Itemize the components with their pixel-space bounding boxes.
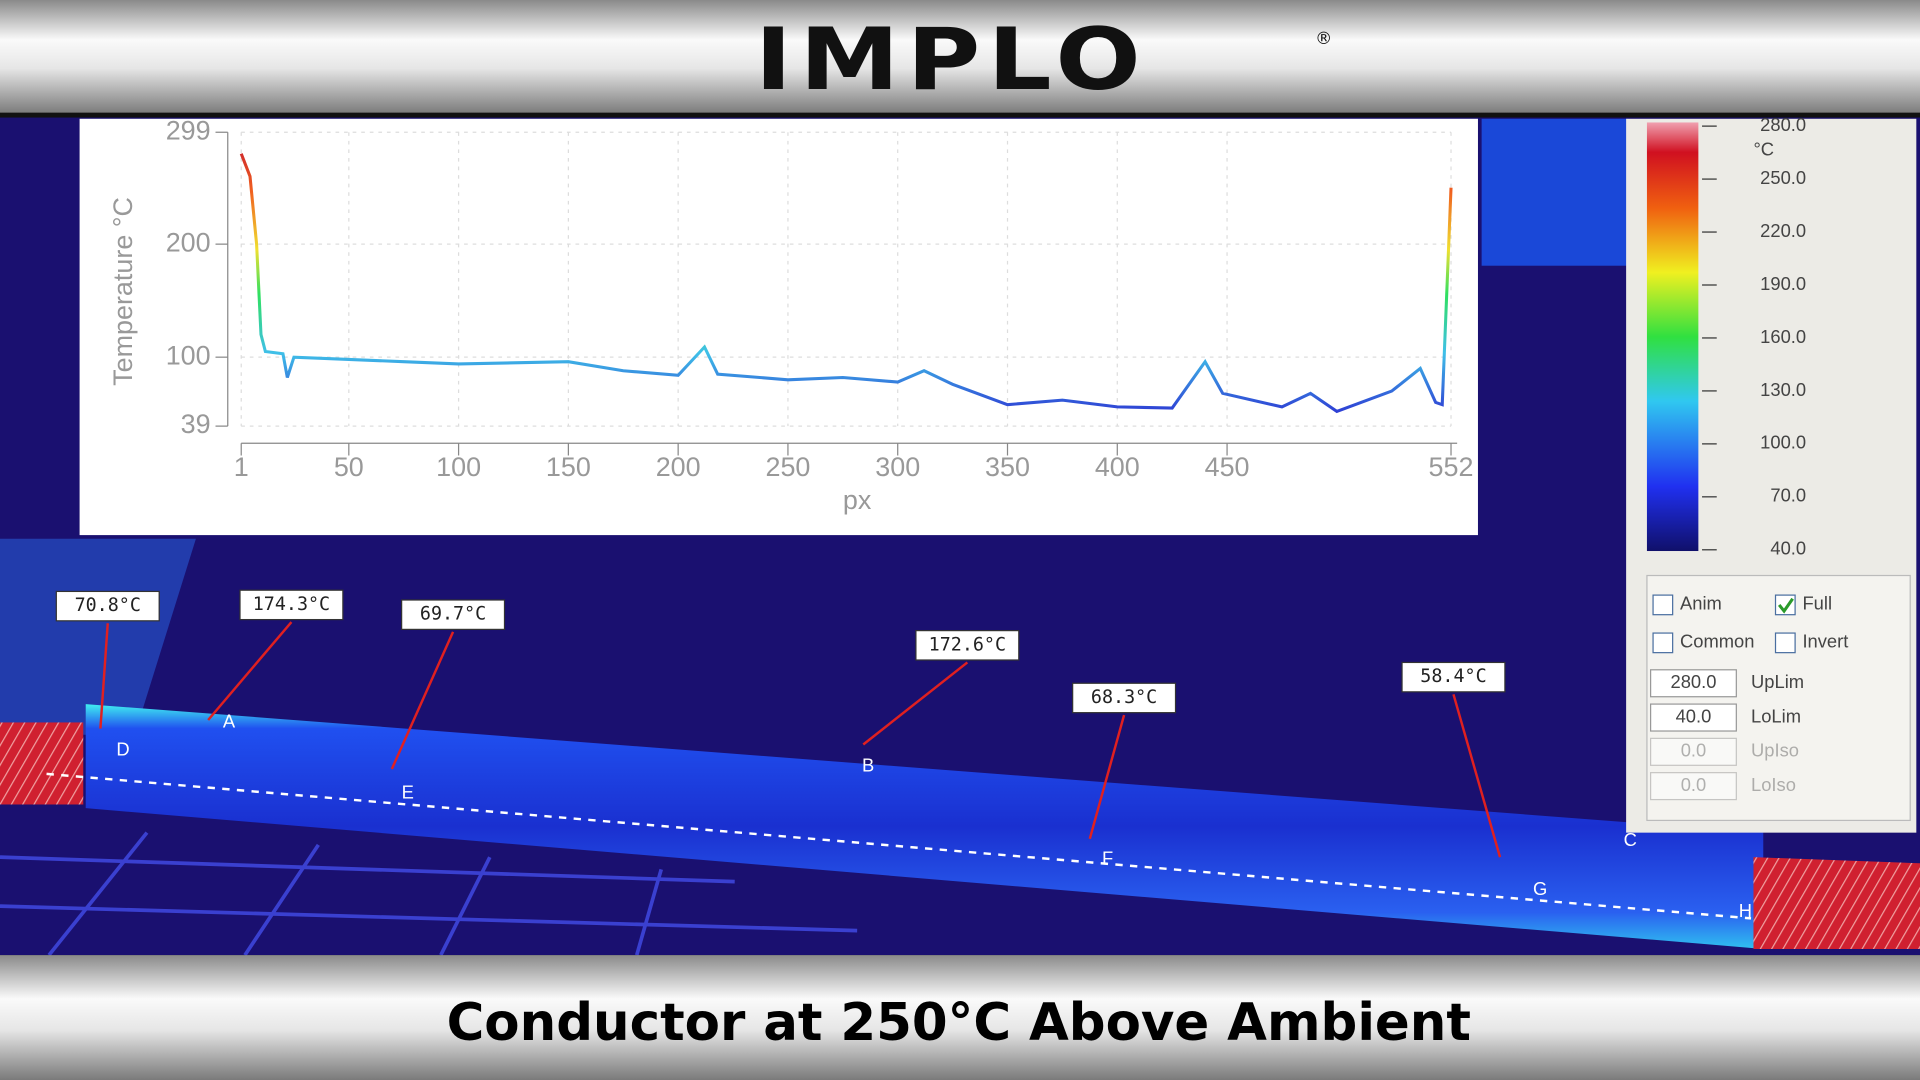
annotation-label: 68.3°C xyxy=(1091,687,1157,708)
checkbox-label: Anim xyxy=(1680,593,1722,614)
limit-field[interactable] xyxy=(1650,737,1737,766)
y-tick-label: 299 xyxy=(166,115,211,145)
point-label: C xyxy=(1624,829,1637,850)
checkbox-label: Invert xyxy=(1802,631,1848,652)
x-tick-label: 300 xyxy=(875,452,920,482)
checkbox[interactable] xyxy=(1652,594,1674,616)
glow xyxy=(0,538,196,735)
scale-label: 190.0 xyxy=(1760,273,1806,294)
x-tick-label: 552 xyxy=(1429,452,1474,482)
limit-value: 40.0 xyxy=(1676,705,1712,726)
x-tick-label: 50 xyxy=(334,452,364,482)
annotation-label: 58.4°C xyxy=(1420,666,1486,687)
scale-label: 280.0 xyxy=(1760,114,1806,135)
point-label: F xyxy=(1102,847,1113,868)
scale-controls: 280.0 250.0 220.0 190.0 160.0 130.0 100.0 70.0 4… xyxy=(1650,114,1848,801)
hot-region xyxy=(1481,118,1629,266)
x-tick-label: 400 xyxy=(1095,452,1140,482)
limit-label: UpIso xyxy=(1751,740,1799,761)
annotation-label: 69.7°C xyxy=(420,604,486,625)
y-tick-label: 200 xyxy=(166,227,211,257)
y-tick-label: 100 xyxy=(166,340,211,370)
scale-label: 220.0 xyxy=(1760,220,1806,241)
pointer-arrow xyxy=(1452,693,1502,858)
x-tick-label: 1 xyxy=(234,452,249,482)
pointer-arrow xyxy=(207,621,293,721)
divider xyxy=(0,112,1920,118)
checkmark xyxy=(1777,597,1794,614)
pointer-arrow xyxy=(862,661,969,746)
point-label: H xyxy=(1739,900,1752,921)
annotation-box xyxy=(1072,682,1177,714)
caption: Conductor at 250°C Above Ambient xyxy=(447,993,1471,1053)
color-bar xyxy=(1646,122,1699,552)
annotation-box xyxy=(915,630,1020,661)
scale-label: 40.0 xyxy=(1770,538,1806,559)
point-label: A xyxy=(223,710,236,731)
logo: IMPLO xyxy=(755,10,1148,109)
scale-label: 160.0 xyxy=(1760,326,1806,347)
registered-mark: ® xyxy=(1315,29,1332,49)
conductor xyxy=(85,704,1764,949)
limit-value: 0.0 xyxy=(1681,740,1707,761)
limit-label: LoLim xyxy=(1751,705,1801,726)
annotation-label: 174.3°C xyxy=(253,594,330,615)
checkbox-label: Full xyxy=(1802,593,1832,614)
limit-label: LoIso xyxy=(1751,774,1796,795)
header-band xyxy=(0,0,1920,114)
checkbox-label: Common xyxy=(1680,631,1754,652)
x-tick-label: 350 xyxy=(985,452,1030,482)
annotation-label: 70.8°C xyxy=(75,595,141,616)
limit-value: 280.0 xyxy=(1670,671,1716,692)
scale-label: 70.0 xyxy=(1770,485,1806,506)
point-label: D xyxy=(116,738,129,759)
temperature-line xyxy=(239,153,1453,414)
annotation-box xyxy=(239,589,344,621)
x-tick-label: 200 xyxy=(656,452,701,482)
checkbox[interactable] xyxy=(1774,632,1796,654)
limit-field[interactable] xyxy=(1650,772,1737,801)
pointer-arrow xyxy=(99,623,109,729)
x-tick-label: 100 xyxy=(436,452,481,482)
scale-label: 250.0 xyxy=(1760,167,1806,188)
chart-panel xyxy=(79,118,1478,536)
pointer-arrow xyxy=(1088,714,1126,840)
pointer-arrow xyxy=(390,631,455,770)
limit-value: 0.0 xyxy=(1681,774,1707,795)
caption-band xyxy=(0,955,1920,1080)
y-axis-label: Temperature °C xyxy=(108,197,138,386)
scale-label: 130.0 xyxy=(1760,379,1806,400)
floor-grid xyxy=(0,831,858,957)
annotation-box xyxy=(1401,661,1506,693)
x-tick-label: 150 xyxy=(546,452,591,482)
profile-line xyxy=(46,772,1752,920)
limit-label: UpLim xyxy=(1751,671,1804,692)
scale-label: 100.0 xyxy=(1760,432,1806,453)
checkbox[interactable] xyxy=(1652,632,1674,654)
point-label: G xyxy=(1533,878,1547,899)
scale-unit: °C xyxy=(1753,138,1774,159)
x-tick-label: 250 xyxy=(765,452,810,482)
annotation-label: 172.6°C xyxy=(929,634,1006,655)
annotation-box xyxy=(55,590,160,622)
limit-field[interactable] xyxy=(1650,703,1737,732)
point-label: B xyxy=(862,754,874,775)
limit-field[interactable] xyxy=(1650,669,1737,698)
x-axis-label: px xyxy=(843,485,872,515)
y-tick-label: 39 xyxy=(181,409,211,439)
point-label: E xyxy=(402,781,414,802)
right-end xyxy=(1753,857,1920,949)
x-tick-label: 450 xyxy=(1205,452,1250,482)
image-annotations: 70.8°C 174.3°C 69.7°C 172.6°C 68.3°C 58.4°C D A… xyxy=(55,589,1752,921)
left-end xyxy=(0,722,84,805)
annotation-box xyxy=(401,599,506,631)
